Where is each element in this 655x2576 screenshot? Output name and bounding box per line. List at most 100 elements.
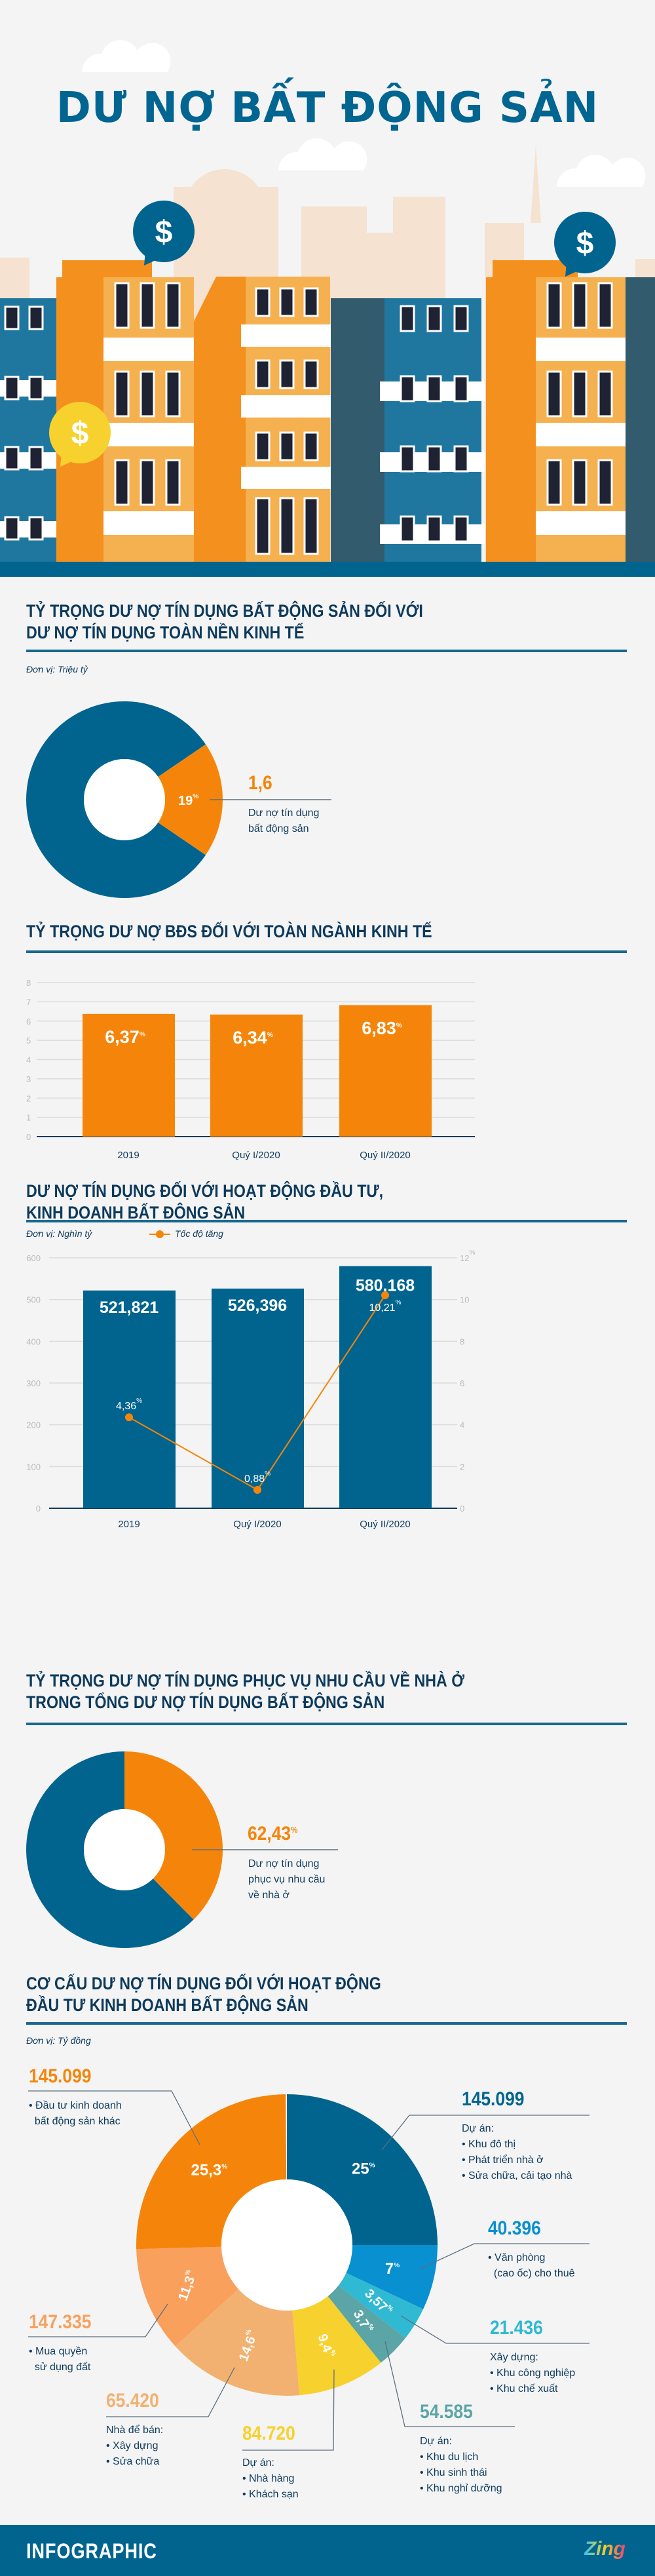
slice-value: 84.720	[242, 2423, 295, 2444]
x-tick-label: Quý I/2020	[232, 1150, 280, 1161]
section1-desc-line1: Dư nợ tín dụng	[248, 808, 320, 819]
y-tick-label: 1	[26, 1113, 31, 1123]
window	[255, 359, 271, 389]
window	[4, 376, 20, 400]
section4-desc-line3: về nhà ở	[248, 1890, 290, 1901]
window	[4, 305, 20, 330]
donut-slice-rest	[26, 701, 206, 898]
growth-label: 10,21%	[369, 1299, 402, 1314]
slice-description: Xây dựng: • Khu công nghiệp • Khu chế xuất	[490, 2350, 575, 2397]
window	[453, 445, 469, 473]
legend-line-dot-icon	[149, 1230, 170, 1239]
leader-line	[419, 2243, 590, 2270]
bubble-tail	[60, 452, 75, 467]
slice-item: bất động sản khác	[29, 2116, 121, 2127]
building-orange-3-side	[486, 277, 536, 562]
donut-chart-1: 19%	[26, 701, 331, 898]
window	[572, 282, 588, 329]
section4-desc-line1: Dư nợ tín dụng	[248, 1858, 320, 1869]
donut-hole	[84, 1809, 165, 1890]
window	[597, 282, 613, 329]
section1-title: TỶ TRỌNG DƯ NỢ TÍN DỤNG BẤT ĐỘNG SẢN ĐỐI…	[26, 600, 423, 644]
section4-desc-line2: phục vụ nhu cầu	[248, 1874, 326, 1885]
y-tick-label-left: 300	[26, 1378, 41, 1388]
x-tick-label: Quý II/2020	[360, 1150, 411, 1161]
window	[303, 497, 319, 555]
window	[303, 287, 319, 317]
footer: INFOGRAPHIC Zing	[0, 2525, 655, 2576]
window	[255, 287, 271, 317]
section1-value: 1,6	[248, 772, 272, 794]
window	[400, 375, 415, 402]
donut-slice	[287, 2094, 438, 2245]
window	[426, 445, 442, 473]
y-tick-label-left: 400	[26, 1337, 41, 1346]
window	[597, 370, 613, 418]
donut-slice	[328, 2285, 406, 2363]
window	[546, 370, 562, 418]
slice-description: • Đầu tư kinh doanh bất động sản khác	[29, 2098, 122, 2130]
donut-slice	[346, 2245, 438, 2309]
section5-title-line1: CƠ CẤU DƯ NỢ TÍN DỤNG ĐỐI VỚI HOẠT ĐỘNG	[26, 1974, 381, 1993]
ground-band	[0, 562, 655, 577]
slice-description: • Văn phòng (cao ốc) cho thuê	[488, 2250, 575, 2282]
balcony	[536, 511, 629, 535]
y-tick-label: 8	[26, 978, 31, 988]
slice-item: • Khu công nghiệp	[490, 2368, 576, 2379]
slice-heading: Xây dựng:	[490, 2352, 538, 2363]
window	[140, 459, 155, 506]
dollar-bubble-icon: $	[49, 402, 111, 467]
donut-slice	[292, 2296, 381, 2396]
window	[28, 516, 44, 541]
window	[279, 287, 295, 317]
section3-unit: Đơn vị: Nghìn tỷ	[26, 1228, 92, 1239]
donut-slice-highlight	[124, 1751, 223, 1920]
building-blue-right	[626, 277, 655, 562]
y-tick-label: 6	[26, 1017, 31, 1026]
section4-title-line1: TỶ TRỌNG DƯ NỢ TÍN DỤNG PHỤC VỤ NHU CẦU …	[26, 1671, 465, 1690]
slice-item: • Khách sạn	[242, 2489, 299, 2500]
bar	[339, 1005, 432, 1137]
section5-title-line2: ĐẦU TƯ KINH DOANH BẤT ĐỘNG SẢN	[26, 1995, 309, 2015]
bar-value-label: 521,821	[100, 1298, 159, 1317]
slice-description: Dự án: • Nhà hàng • Khách sạn	[242, 2455, 299, 2503]
growth-point	[253, 1485, 261, 1494]
dollar-bubble-icon: $	[133, 201, 195, 265]
y-tick-label-right: 8	[460, 1337, 464, 1346]
building-blue-mid-side	[331, 298, 386, 562]
bar-value-label: 526,396	[228, 1297, 287, 1315]
bar-line-chart-credit: 0 0 100 2 200 4 300 6 400 8 500 10 600 12% 521,821 2019…	[26, 1249, 475, 1530]
window	[426, 305, 442, 332]
y-tick-label-left: 500	[26, 1295, 41, 1305]
slice-value: 145.099	[29, 2065, 92, 2087]
bar-value-label: 6,37%	[105, 1027, 145, 1047]
window	[303, 359, 319, 389]
balcony	[241, 324, 335, 347]
window	[546, 459, 562, 506]
balcony	[103, 338, 198, 361]
y-tick-label-right: 2	[460, 1462, 464, 1472]
donut-slice	[175, 2289, 300, 2396]
main-title: DƯ NỢ BẤT ĐỘNG SẢN	[56, 84, 599, 132]
bar	[83, 1290, 176, 1508]
zing-logo[interactable]: Zing	[584, 2538, 626, 2560]
donut-chart-structure: 25%7%3,57%3,7%9,4%14,6%11,3%25,3%	[28, 2090, 590, 2451]
y-tick-label-left: 0	[36, 1504, 41, 1513]
section2-divider	[26, 950, 627, 953]
legend-label: Tốc độ tăng	[175, 1228, 223, 1239]
growth-point	[125, 1413, 133, 1422]
cloud-icon	[556, 155, 646, 187]
y-tick-label: 2	[26, 1093, 31, 1103]
leader-line	[381, 2115, 590, 2151]
section3-title-line2: KINH DOANH BẤT ĐỘNG SẢN	[26, 1203, 246, 1222]
bubble	[133, 201, 195, 262]
window	[114, 459, 130, 506]
window	[140, 282, 155, 329]
growth-label: 0,88%	[244, 1470, 271, 1485]
donut-hole	[221, 2179, 352, 2311]
infographic-brand: INFOGRAPHIC	[26, 2539, 157, 2563]
section1-unit: Đơn vị: Triệu tỷ	[26, 664, 88, 674]
window	[255, 431, 271, 461]
slice-heading: Dự án:	[420, 2436, 452, 2447]
bubble	[554, 212, 616, 273]
